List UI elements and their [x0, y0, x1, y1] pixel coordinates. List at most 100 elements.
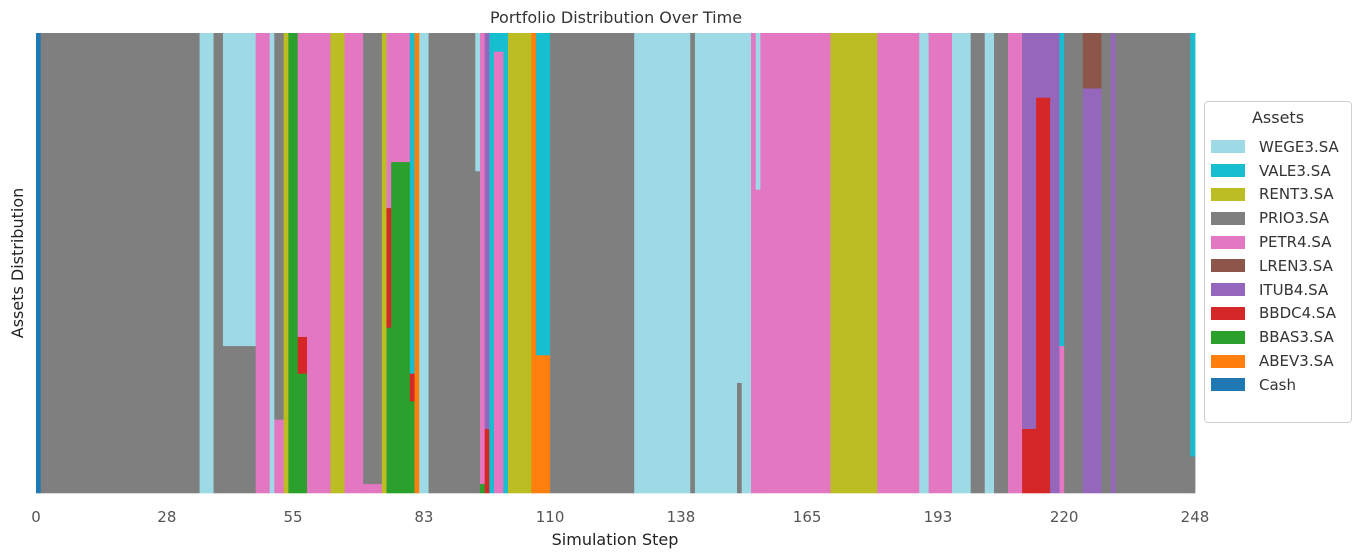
y-axis-label: Assets Distribution	[8, 188, 27, 339]
area-segment-bbas3-sa-10	[297, 373, 308, 494]
legend-item: ABEV3.SA	[1211, 349, 1339, 373]
area-segment-bbdc4-sa-16	[386, 207, 392, 328]
area-segment-petr4-sa-26	[493, 51, 504, 494]
area-segment-bbdc4-sa-18	[409, 373, 415, 402]
area-segment-itub4-sa-24	[484, 33, 490, 429]
legend-item: RENT3.SA	[1211, 183, 1339, 207]
area-segment-vale3-sa-58	[1190, 33, 1196, 457]
area-segment-bbdc4-sa-50	[1036, 97, 1051, 494]
area-segment-bbas3-sa-18	[409, 401, 415, 494]
area-segment-prio3-sa-3	[213, 33, 224, 494]
area-segment-prio3-sa-47	[994, 33, 1009, 494]
area-segment-prio3-sa-45	[970, 33, 986, 494]
plot-area	[36, 33, 1196, 494]
area-segment-prio3-sa-35	[737, 382, 743, 494]
area-segment-petr4-sa-48	[1008, 33, 1023, 494]
legend-label: PRIO3.SA	[1259, 209, 1330, 228]
area-segment-wege3-sa-35	[737, 33, 743, 383]
legend-item: Cash	[1211, 373, 1339, 397]
area-segment-vale3-sa-18	[409, 33, 415, 374]
area-segment-vale3-sa-26	[493, 33, 504, 52]
area-segment-lren3-sa-54	[1082, 33, 1102, 89]
legend-label: ITUB4.SA	[1259, 280, 1329, 299]
legend-swatch	[1211, 259, 1245, 273]
area-segment-rent3-sa-40	[830, 33, 878, 494]
legend-swatch	[1211, 187, 1245, 201]
legend-label: WEGE3.SA	[1259, 137, 1339, 156]
area-segment-wege3-sa-2	[199, 33, 214, 494]
area-segment-petr4-sa-52	[1059, 345, 1065, 494]
area-segment-prio3-sa-58	[1190, 456, 1196, 494]
x-tick-label: 220	[1050, 508, 1079, 526]
x-tick-label: 193	[924, 508, 953, 526]
legend-item: ITUB4.SA	[1211, 278, 1339, 302]
legend: Assets WEGE3.SA VALE3.SA RENT3.SA PRIO3.SA P…	[1204, 101, 1352, 423]
area-segment-bbas3-sa-16	[386, 327, 392, 494]
area-segment-wege3-sa-4	[222, 33, 257, 347]
legend-item: VALE3.SA	[1211, 159, 1339, 183]
legend-swatch	[1211, 140, 1245, 154]
chart-title: Portfolio Distribution Over Time	[490, 8, 742, 27]
area-segment-prio3-sa-57	[1115, 33, 1191, 494]
area-segment-prio3-sa-33	[690, 33, 696, 494]
area-segment-petr4-sa-10	[297, 33, 308, 337]
x-axis-ticks: 0 28 55 83 110 138 165 193 220 248	[31, 508, 1209, 526]
area-segment-petr4-sa-11	[307, 33, 331, 494]
x-tick-label: 165	[793, 508, 822, 526]
area-segment-wege3-sa-42	[919, 33, 930, 494]
area-segment-wege3-sa-6	[269, 33, 275, 494]
legend-label: RENT3.SA	[1259, 185, 1334, 204]
area-segment-wege3-sa-44	[951, 33, 972, 494]
area-segment-petr4-sa-13	[344, 33, 364, 494]
area-segment-prio3-sa-21	[428, 33, 476, 494]
area-segment-wege3-sa-22	[475, 33, 481, 172]
area-segment-petr4-sa-37	[751, 33, 757, 494]
area-segment-vale3-sa-52	[1059, 33, 1065, 347]
area-segment-petr4-sa-14	[363, 483, 383, 494]
x-tick-label: 138	[667, 508, 696, 526]
area-segment-bbdc4-sa-24	[484, 428, 490, 494]
legend-label: LREN3.SA	[1259, 256, 1333, 275]
area-segment-prio3-sa-53	[1064, 33, 1084, 494]
area-segment-petr4-sa-39	[760, 33, 831, 494]
area-segment-itub4-sa-56	[1110, 33, 1116, 494]
area-segment-itub4-sa-49	[1022, 33, 1037, 429]
area-segment-petr4-sa-16	[386, 33, 392, 209]
area-segment-petr4-sa-38	[755, 189, 761, 494]
legend-label: ABEV3.SA	[1259, 352, 1334, 371]
area-segment-prio3-sa-22	[475, 171, 481, 494]
x-tick-label: 83	[414, 508, 433, 526]
area-segment-abev3-sa-19	[414, 33, 420, 494]
area-segment-itub4-sa-51	[1050, 33, 1060, 494]
area-segment-wege3-sa-46	[984, 33, 995, 494]
area-segment-rent3-sa-12	[330, 33, 345, 494]
area-segment-prio3-sa-1	[40, 33, 200, 494]
legend-label: Cash	[1259, 375, 1296, 394]
area-segment-bbdc4-sa-49	[1022, 428, 1037, 494]
legend-item: BBDC4.SA	[1211, 302, 1339, 326]
area-segment-abev3-sa-30	[536, 355, 551, 494]
area-segment-petr4-sa-5	[255, 33, 271, 494]
legend-swatch	[1211, 211, 1245, 225]
area-segment-wege3-sa-32	[634, 33, 691, 494]
x-tick-label: 55	[283, 508, 302, 526]
area-segment-prio3-sa-4	[222, 345, 257, 494]
area-segment-cash-0	[36, 33, 42, 494]
area-segment-prio3-sa-14	[363, 33, 383, 485]
x-tick-label: 28	[157, 508, 176, 526]
legend-label: BBAS3.SA	[1259, 328, 1334, 347]
legend-title: Assets	[1251, 108, 1305, 127]
legend-item: WEGE3.SA	[1211, 135, 1339, 159]
area-segment-prio3-sa-31	[550, 33, 635, 494]
legend-swatch	[1211, 354, 1245, 368]
area-segment-wege3-sa-38	[755, 33, 761, 190]
area-segment-wege3-sa-20	[419, 33, 429, 494]
x-tick-label: 248	[1181, 508, 1210, 526]
area-segment-petr4-sa-23	[479, 33, 486, 485]
area-segment-rent3-sa-8	[283, 33, 289, 494]
area-segment-itub4-sa-50	[1036, 33, 1051, 98]
legend-swatch	[1211, 164, 1245, 178]
legend-swatch	[1211, 378, 1245, 392]
area-segment-vale3-sa-30	[536, 33, 551, 356]
